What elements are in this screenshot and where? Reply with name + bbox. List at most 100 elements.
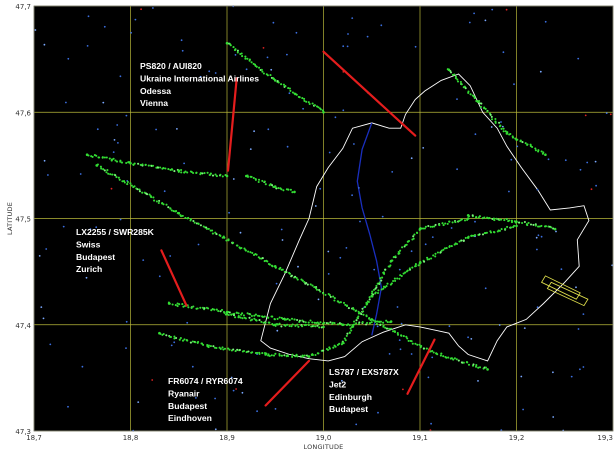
- track-point: [436, 251, 439, 254]
- track-point: [212, 345, 215, 348]
- track-point: [457, 359, 460, 362]
- track-point: [368, 321, 372, 325]
- track-point: [280, 354, 283, 357]
- track-point: [105, 156, 108, 159]
- track-point: [258, 66, 261, 69]
- track-point: [474, 365, 478, 368]
- track-point: [426, 258, 429, 261]
- radar-point: [96, 128, 99, 131]
- track-point: [121, 180, 124, 183]
- radar-point: [151, 379, 154, 381]
- track-point: [500, 218, 503, 221]
- annotation-pointer: [226, 77, 238, 172]
- track-point: [343, 337, 346, 340]
- track-point: [278, 352, 281, 356]
- track-vertex: [370, 318, 374, 321]
- radar-point: [468, 21, 471, 24]
- track-point: [303, 99, 306, 102]
- track-point: [490, 115, 493, 118]
- track-point: [380, 279, 383, 282]
- radar-point: [402, 388, 404, 391]
- track-point: [451, 221, 454, 224]
- track-point: [322, 292, 325, 295]
- track-point: [236, 51, 239, 54]
- radar-point: [579, 368, 581, 371]
- track-point: [255, 319, 258, 322]
- radar-point: [102, 101, 105, 104]
- radar-point: [180, 39, 183, 42]
- radar-point: [125, 347, 127, 349]
- radar-point: [429, 429, 432, 431]
- track-point: [291, 353, 294, 356]
- track-point: [518, 221, 521, 224]
- track-point: [412, 237, 415, 240]
- track-point: [434, 223, 437, 226]
- track-point: [173, 170, 176, 173]
- radar-point: [281, 239, 284, 241]
- track-point: [399, 274, 402, 277]
- track-point: [398, 277, 401, 280]
- radar-point: [34, 29, 37, 31]
- track-point: [277, 81, 280, 84]
- annotation-text: LS787 / EXS787X: [329, 367, 399, 377]
- track-point: [280, 188, 283, 191]
- radar-point: [595, 184, 597, 187]
- y-tick-label: 47,6: [15, 109, 31, 117]
- radar-point: [594, 160, 597, 163]
- annotation-text: Budapest: [329, 404, 368, 414]
- track-point: [315, 288, 319, 291]
- track-point: [234, 350, 237, 353]
- track-point: [498, 229, 501, 232]
- track-point: [352, 308, 355, 311]
- radar-point: [232, 389, 235, 392]
- radar-point: [473, 12, 475, 15]
- track-point: [453, 357, 456, 360]
- track-point: [494, 121, 497, 124]
- radar-point: [516, 145, 519, 148]
- radar-point: [262, 47, 265, 49]
- track-point: [414, 263, 417, 266]
- radar-point: [359, 220, 361, 223]
- track-point: [171, 168, 174, 171]
- radar-point: [388, 353, 391, 355]
- radar-point: [214, 428, 217, 431]
- radar-point: [470, 338, 473, 340]
- track-point: [219, 347, 222, 350]
- track-point: [382, 321, 385, 324]
- radar-point: [490, 126, 493, 128]
- track-point: [314, 353, 317, 357]
- track-point: [313, 321, 316, 324]
- track-point: [447, 356, 450, 359]
- track-point: [289, 188, 292, 191]
- track-point: [203, 307, 206, 310]
- radar-point: [67, 405, 69, 408]
- track-point: [380, 288, 383, 291]
- annotation-text: Budapest: [76, 252, 115, 262]
- track-point: [181, 214, 184, 217]
- track-point: [167, 206, 170, 209]
- track-point: [305, 100, 308, 103]
- track-point: [175, 336, 178, 340]
- track-point: [478, 233, 481, 236]
- track-point: [347, 323, 350, 326]
- track-point: [379, 277, 382, 280]
- annotation-text: LX2255 / SWR285K: [76, 227, 155, 237]
- track-point: [348, 324, 351, 327]
- track-point: [446, 222, 449, 225]
- track-point: [389, 327, 393, 330]
- track-point: [178, 338, 181, 341]
- track-point: [280, 83, 283, 86]
- track-point: [423, 260, 426, 263]
- radar-point: [89, 228, 92, 231]
- radar-point: [112, 151, 115, 154]
- track-point: [405, 335, 408, 338]
- track-point: [385, 319, 388, 322]
- track-point: [148, 193, 151, 196]
- radar-point: [319, 187, 322, 190]
- track-point: [280, 325, 283, 328]
- radar-point: [228, 211, 231, 214]
- track-point: [454, 221, 457, 224]
- track-point: [404, 271, 407, 274]
- track-point: [484, 366, 487, 369]
- track-point: [362, 310, 365, 313]
